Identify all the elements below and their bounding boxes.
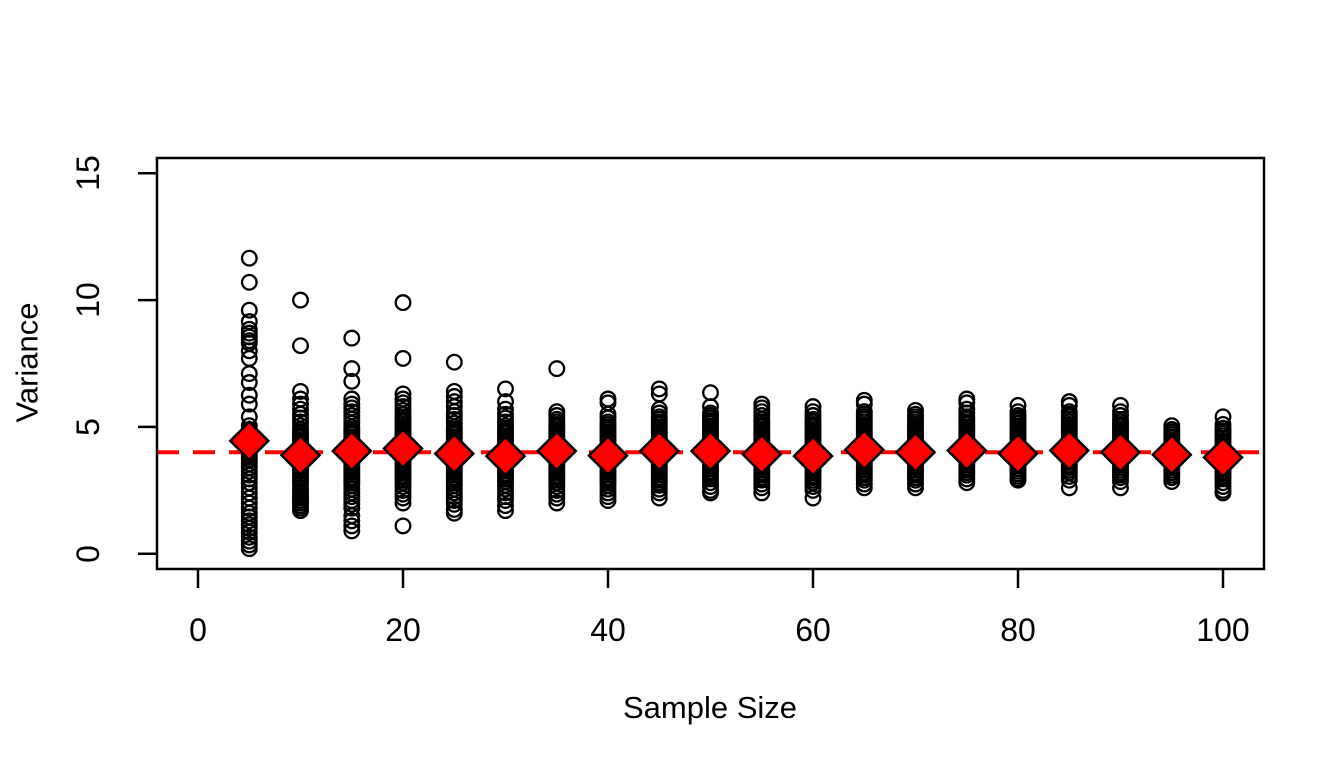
x-tick-label: 80 bbox=[1000, 612, 1036, 648]
mean-variance-diamond bbox=[587, 434, 629, 477]
variance-estimate-point bbox=[1060, 479, 1078, 497]
variance-estimate-point bbox=[240, 301, 258, 319]
variance-estimate-point bbox=[445, 398, 463, 416]
x-tick-label: 0 bbox=[189, 612, 207, 648]
x-axis-title: Sample Size bbox=[622, 690, 798, 725]
variance-estimate-point bbox=[497, 497, 514, 515]
mean-variance-markers-group bbox=[228, 420, 1244, 479]
variance-estimate-point bbox=[240, 365, 258, 383]
mean-variance-diamond bbox=[1099, 431, 1142, 474]
mean-variance-diamond bbox=[382, 427, 424, 470]
mean-variance-diamond bbox=[331, 430, 373, 472]
variance-estimate-point bbox=[343, 517, 361, 535]
variance-estimate-point bbox=[445, 353, 463, 371]
axis-tick-marks bbox=[138, 171, 1225, 588]
variance-estimate-point bbox=[548, 489, 566, 507]
variance-estimate-point bbox=[753, 484, 771, 502]
variance-estimate-point bbox=[292, 337, 309, 355]
mean-variance-diamond bbox=[536, 430, 578, 472]
y-axis-title: Variance bbox=[9, 302, 45, 423]
plot-border-box bbox=[155, 156, 1266, 571]
variance-estimate-point bbox=[240, 540, 258, 558]
variance-estimate-point bbox=[240, 342, 258, 360]
variance-estimate-point bbox=[497, 400, 514, 418]
variance-estimate-point bbox=[394, 494, 412, 512]
variance-estimate-point bbox=[292, 502, 309, 520]
variance-estimate-point bbox=[445, 495, 463, 513]
mean-variance-diamond bbox=[433, 432, 476, 475]
mean-variance-diamond bbox=[1048, 429, 1091, 472]
variance-estimate-point bbox=[240, 273, 258, 291]
variance-estimate-point bbox=[445, 504, 463, 522]
variance-estimate-point bbox=[343, 329, 361, 347]
mean-variance-diamond bbox=[638, 430, 681, 472]
variance-estimate-point bbox=[753, 479, 771, 497]
variance-estimate-point bbox=[240, 499, 258, 517]
variance-estimate-point bbox=[650, 489, 668, 507]
variance-estimate-point bbox=[394, 517, 412, 535]
mean-variance-diamond bbox=[894, 431, 937, 474]
variance-estimate-point bbox=[343, 360, 361, 378]
variance-estimate-point bbox=[394, 489, 412, 507]
variance-estimate-point bbox=[702, 384, 719, 402]
variance-estimate-point bbox=[343, 499, 361, 517]
mean-variance-diamond bbox=[997, 432, 1039, 475]
mean-variance-diamond bbox=[843, 429, 886, 471]
variance-estimate-point bbox=[907, 479, 924, 497]
mean-variance-diamond bbox=[689, 430, 732, 472]
y-tick-label: 0 bbox=[70, 545, 106, 563]
variance-estimate-point bbox=[394, 349, 412, 367]
variance-estimate-point bbox=[497, 380, 514, 398]
mean-variance-diamond bbox=[228, 420, 271, 462]
variance-estimate-point bbox=[804, 481, 822, 499]
variance-estimate-point bbox=[855, 479, 873, 497]
variance-estimate-point bbox=[240, 386, 258, 404]
variance-estimate-point bbox=[497, 393, 514, 411]
variance-estimate-point bbox=[650, 380, 668, 398]
variance-estimate-point bbox=[394, 294, 412, 312]
variance-estimate-point bbox=[958, 474, 976, 492]
y-tick-label: 5 bbox=[70, 418, 106, 436]
x-tick-label: 20 bbox=[385, 612, 421, 648]
mean-variance-diamond bbox=[484, 435, 527, 477]
y-tick-label: 15 bbox=[70, 155, 106, 191]
variance-estimate-point bbox=[702, 484, 719, 502]
variance-estimate-point bbox=[292, 400, 309, 418]
mean-variance-diamond bbox=[946, 429, 988, 472]
variance-estimate-point bbox=[343, 522, 361, 540]
variance-estimate-point bbox=[1112, 473, 1129, 490]
variance-estimate-point bbox=[497, 502, 514, 520]
variance-estimate-point bbox=[343, 512, 361, 530]
variance-estimate-point bbox=[497, 492, 514, 509]
mean-variance-diamond bbox=[1202, 436, 1244, 479]
variance-estimate-point bbox=[240, 249, 258, 267]
variance-estimate-point bbox=[1112, 479, 1129, 497]
x-tick-label: 100 bbox=[1196, 612, 1250, 648]
variance-estimate-point bbox=[599, 492, 617, 509]
variance-estimate-point bbox=[548, 494, 566, 512]
variance-estimate-point bbox=[292, 291, 309, 309]
x-tick-label: 60 bbox=[795, 612, 831, 648]
mean-variance-diamond bbox=[792, 435, 834, 477]
variance-estimate-point bbox=[650, 484, 668, 502]
variance-estimate-point bbox=[1214, 484, 1232, 502]
variance-points-group bbox=[240, 249, 1232, 558]
variance-estimate-point bbox=[394, 385, 412, 403]
y-tick-label: 10 bbox=[70, 282, 106, 318]
variance-estimate-point bbox=[343, 372, 361, 390]
x-tick-label: 40 bbox=[590, 612, 626, 648]
variance-estimate-point bbox=[292, 382, 309, 400]
variance-estimate-point bbox=[240, 395, 258, 413]
mean-variance-diamond bbox=[279, 434, 322, 477]
variance-estimate-point bbox=[1060, 471, 1078, 489]
mean-variance-diamond bbox=[1151, 434, 1193, 476]
variance-estimate-point bbox=[240, 374, 258, 391]
variance-estimate-point bbox=[240, 523, 258, 541]
variance-estimate-point bbox=[804, 489, 822, 507]
mean-variance-diamond bbox=[741, 433, 783, 476]
variance-estimate-point bbox=[343, 390, 361, 408]
variance-estimate-point bbox=[548, 360, 566, 378]
